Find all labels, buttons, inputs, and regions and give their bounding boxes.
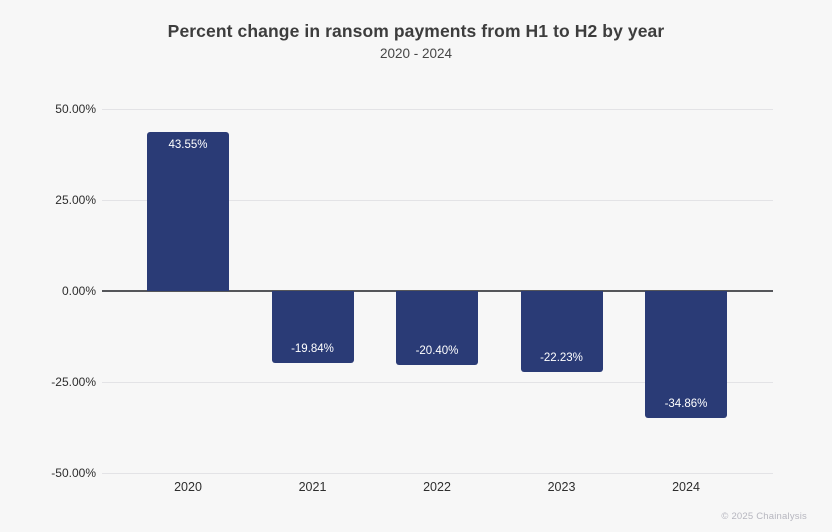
bar-value-label: -34.86% bbox=[664, 397, 708, 410]
x-axis-label-2022: 2022 bbox=[423, 480, 451, 494]
x-axis-label-2023: 2023 bbox=[547, 480, 576, 494]
bar-2021[interactable] bbox=[271, 291, 354, 364]
gridline bbox=[102, 109, 773, 110]
bar-2023[interactable] bbox=[520, 291, 603, 372]
y-axis-tick-label: 50.00% bbox=[55, 102, 96, 116]
bar-value-label: 43.55% bbox=[168, 139, 208, 152]
x-axis-label-2020: 2020 bbox=[174, 480, 202, 494]
bar-2024[interactable] bbox=[645, 291, 727, 418]
copyright-notice: © 2025 Chainalysis bbox=[721, 511, 807, 522]
chart-title: Percent change in ransom payments from H… bbox=[167, 21, 665, 41]
y-axis-tick-label: 0.00% bbox=[61, 284, 96, 298]
bar-value-label: -22.23% bbox=[540, 351, 583, 364]
gridline bbox=[102, 382, 773, 383]
chart-subtitle: 2020 - 2024 bbox=[379, 46, 453, 61]
gridline bbox=[102, 473, 773, 474]
y-axis-tick-label: -25.00% bbox=[51, 375, 96, 389]
bar-value-label: -20.40% bbox=[415, 345, 459, 358]
x-axis-label-2021: 2021 bbox=[298, 480, 327, 494]
y-axis-tick-label: 25.00% bbox=[55, 193, 96, 207]
bar-value-label: -19.84% bbox=[291, 343, 334, 356]
x-axis-label-2024: 2024 bbox=[672, 480, 700, 494]
gridline bbox=[102, 200, 773, 201]
bar-2022[interactable] bbox=[396, 291, 478, 366]
bar-2020[interactable] bbox=[147, 132, 229, 291]
y-axis-tick-label: -50.00% bbox=[51, 466, 96, 480]
